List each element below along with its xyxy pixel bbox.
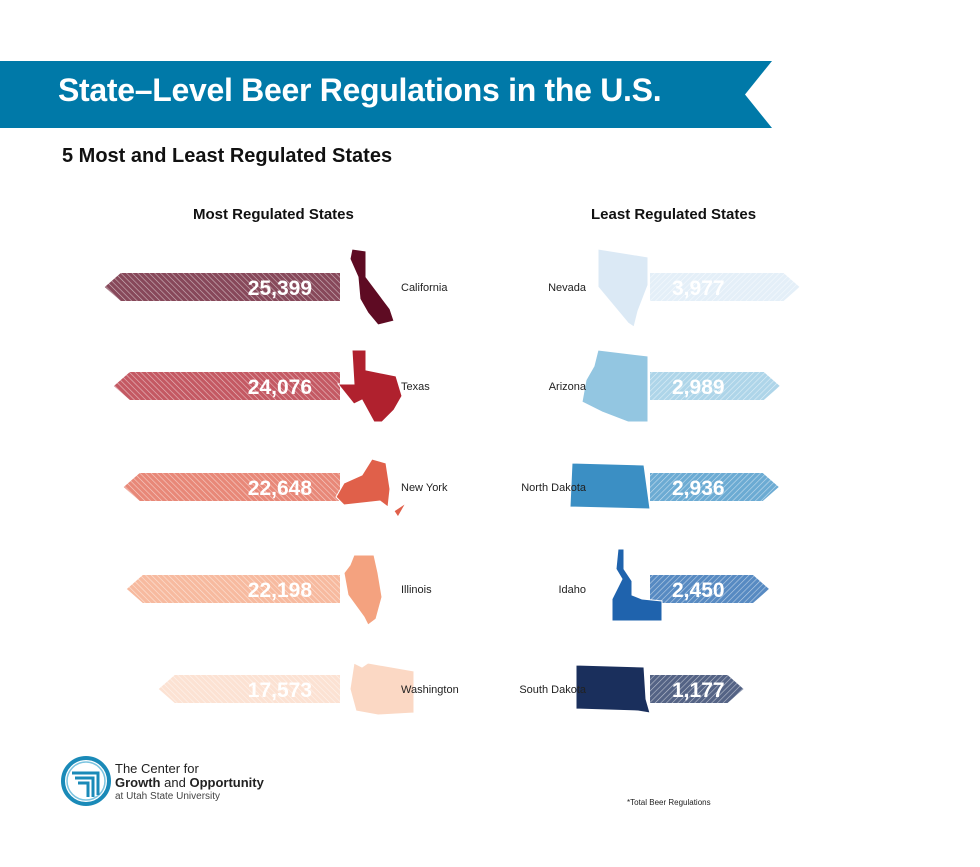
state-label: Idaho [558,584,586,596]
state-label: Illinois [401,584,432,596]
value-label: 2,989 [672,376,725,399]
state-label: Nevada [548,282,587,294]
state-shape-idaho [611,548,663,622]
title-banner [0,61,772,128]
value-label: 2,450 [672,579,725,602]
state-shape-south-dakota [575,664,651,714]
value-label: 22,648 [248,477,313,500]
arrow-bar-idaho [650,575,769,603]
state-label: Texas [401,381,430,393]
arrow-bar-texas [113,372,340,400]
state-shape-texas [336,349,403,423]
state-label: Washington [401,684,459,696]
cgo-logo-icon [61,756,111,806]
state-label: South Dakota [519,684,587,696]
state-shape-illinois [343,554,383,626]
logo-opportunity: Opportunity [189,775,264,790]
state-shape-arizona [581,349,649,423]
arrow-bar-arizona [650,372,780,400]
state-shape-california [349,248,395,326]
value-label: 24,076 [248,376,312,399]
state-label: New York [401,482,448,494]
logo-line3: at Utah State University [115,791,221,802]
least-regulated-heading: Least Regulated States [591,206,757,223]
arrow-bar-north-dakota [650,473,779,501]
state-label: Arizona [549,381,587,393]
value-label: 17,573 [248,679,312,702]
value-label: 2,936 [672,477,725,500]
arrow-bar-washington [158,675,340,703]
value-label: 3,977 [672,277,725,300]
arrow-bar-south-dakota [650,675,744,703]
most-regulated-heading: Most Regulated States [193,206,354,223]
value-label: 1,177 [672,679,725,702]
arrow-bar-nevada [650,273,800,301]
logo-line1: The Center for [115,761,199,776]
state-label: California [401,282,448,294]
footnote: *Total Beer Regulations [627,798,711,807]
arrow-bar-california [104,273,340,301]
page-title: State–Level Beer Regulations in the U.S. [58,72,662,108]
state-shape-north-dakota [569,462,651,510]
value-label: 25,399 [248,277,312,300]
arrow-bar-illinois [126,575,340,603]
state-shape-nevada [597,248,649,328]
logo-and: and [164,775,186,790]
arrow-bar-new-york [123,473,341,501]
state-shape-washington [349,662,415,716]
logo-growth: Growth [115,775,161,790]
page-subtitle: 5 Most and Least Regulated States [62,145,393,167]
state-shape-new-york [335,458,407,518]
value-label: 22,198 [248,579,313,602]
state-label: North Dakota [521,482,587,494]
banner-shape [0,61,772,128]
